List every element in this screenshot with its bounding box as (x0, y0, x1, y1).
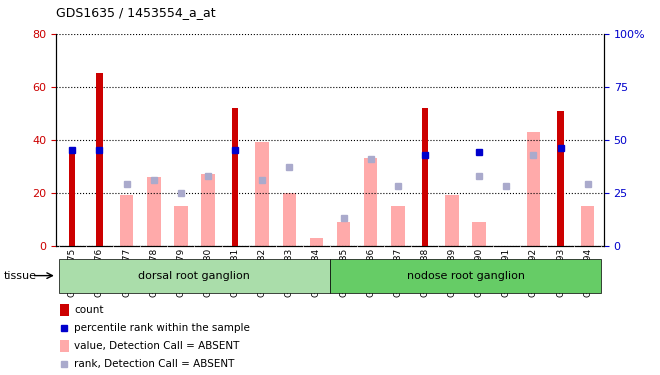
Text: GSM63686: GSM63686 (366, 248, 375, 297)
Text: GDS1635 / 1453554_a_at: GDS1635 / 1453554_a_at (56, 6, 216, 19)
Bar (473, 222, 486, 246)
Text: GSM63690: GSM63690 (475, 248, 484, 297)
Text: GSM63687: GSM63687 (393, 248, 403, 297)
Text: GSM63679: GSM63679 (176, 248, 185, 297)
Bar (174, 206, 187, 246)
Text: GSM63682: GSM63682 (257, 248, 267, 297)
Text: dorsal root ganglion: dorsal root ganglion (139, 271, 250, 280)
Text: GSM63685: GSM63685 (339, 248, 348, 297)
Text: GSM63678: GSM63678 (149, 248, 158, 297)
Text: GSM63680: GSM63680 (203, 248, 213, 297)
Text: GSM63692: GSM63692 (529, 248, 538, 297)
Text: GSM63688: GSM63688 (420, 248, 430, 297)
Text: rank, Detection Call = ABSENT: rank, Detection Call = ABSENT (74, 359, 234, 369)
Text: GSM63683: GSM63683 (285, 248, 294, 297)
Bar (201, 174, 214, 246)
Text: GSM63677: GSM63677 (122, 248, 131, 297)
Bar (120, 195, 133, 246)
Text: GSM63689: GSM63689 (447, 248, 457, 297)
Bar (69, 148, 75, 246)
Bar (232, 108, 238, 246)
Bar (60, 304, 69, 316)
Bar (558, 111, 564, 246)
Bar (282, 193, 296, 246)
Bar (391, 206, 405, 246)
Text: percentile rank within the sample: percentile rank within the sample (74, 323, 250, 333)
Text: GSM63691: GSM63691 (502, 248, 511, 297)
Text: GSM63676: GSM63676 (95, 248, 104, 297)
Text: GSM63684: GSM63684 (312, 248, 321, 297)
Bar (310, 238, 323, 246)
Bar (422, 108, 428, 246)
Text: GSM63693: GSM63693 (556, 248, 565, 297)
Bar (60, 340, 69, 352)
Bar (147, 177, 160, 246)
Text: GSM63694: GSM63694 (583, 248, 592, 297)
Bar (59, 259, 330, 292)
Text: tissue: tissue (3, 271, 36, 280)
Text: GSM63681: GSM63681 (230, 248, 240, 297)
Bar (255, 142, 269, 246)
Bar (581, 206, 595, 246)
Text: nodose root ganglion: nodose root ganglion (407, 271, 525, 280)
Bar (364, 158, 378, 246)
Text: count: count (74, 305, 104, 315)
Text: GSM63675: GSM63675 (68, 248, 77, 297)
Text: value, Detection Call = ABSENT: value, Detection Call = ABSENT (74, 341, 240, 351)
Bar (446, 195, 459, 246)
Bar (527, 132, 540, 246)
Bar (330, 259, 601, 292)
Bar (337, 222, 350, 246)
Bar (96, 74, 102, 246)
